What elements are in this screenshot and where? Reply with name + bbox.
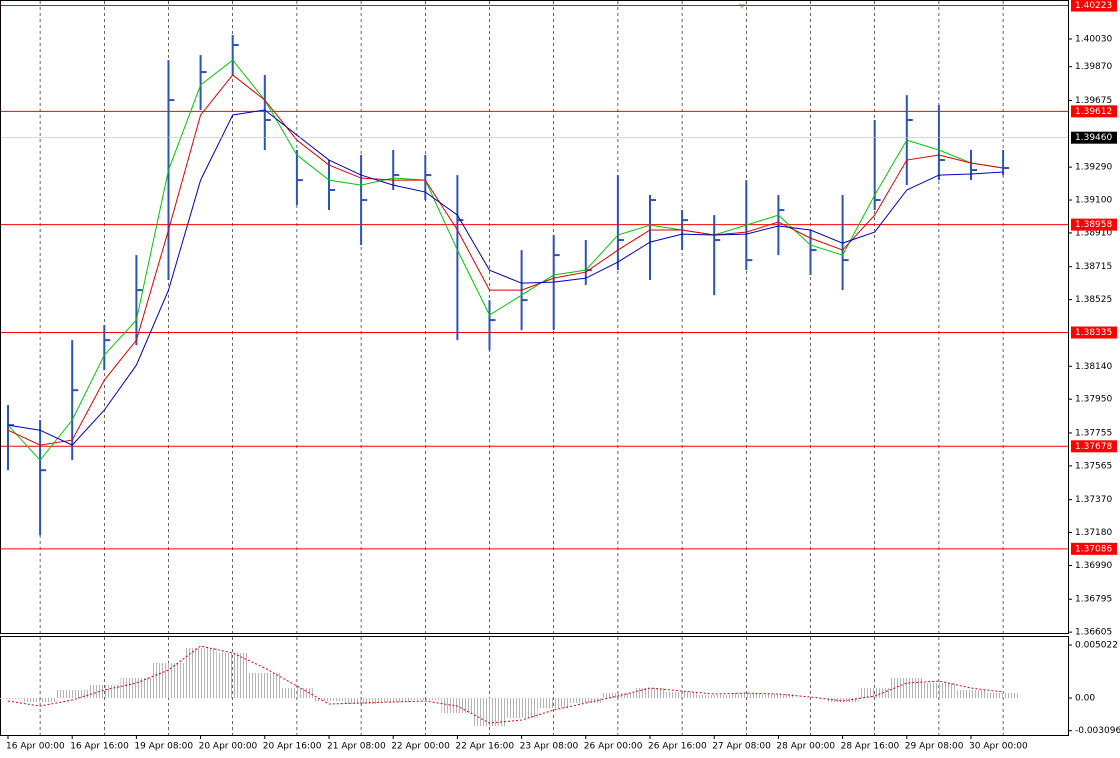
level-label-box bbox=[1071, 440, 1117, 453]
histogram-bar bbox=[634, 688, 666, 699]
level-label-box bbox=[1071, 0, 1117, 12]
histogram-bar bbox=[377, 698, 410, 703]
y-tick-label: 1.37950 bbox=[1075, 395, 1112, 405]
y-tick-label: 0.005022 bbox=[1075, 641, 1118, 651]
histogram-bar bbox=[152, 663, 185, 699]
y-tick-label: 1.37755 bbox=[1075, 428, 1112, 438]
y-tick-label: 1.38910 bbox=[1075, 228, 1112, 238]
x-tick-label: 21 Apr 08:00 bbox=[327, 742, 386, 752]
y-tick-label: 1.39290 bbox=[1075, 163, 1112, 173]
histogram-bar bbox=[505, 698, 538, 719]
histogram-bar bbox=[762, 694, 795, 699]
x-tick-label: 26 Apr 00:00 bbox=[584, 742, 643, 752]
histogram-bar bbox=[345, 698, 378, 705]
y-tick-label: 1.37370 bbox=[1075, 495, 1112, 505]
last-price-box bbox=[1071, 131, 1117, 144]
x-tick-label: 27 Apr 08:00 bbox=[712, 742, 771, 752]
x-tick-label: 28 Apr 00:00 bbox=[776, 742, 835, 752]
histogram-bar bbox=[569, 698, 602, 704]
y-tick-label: 1.37565 bbox=[1075, 461, 1112, 471]
level-label: 1.38958 bbox=[1075, 220, 1112, 230]
histogram-bar bbox=[730, 693, 763, 699]
histogram-bar bbox=[184, 648, 217, 699]
level-label: 1.40223 bbox=[1075, 1, 1112, 11]
histogram-bar bbox=[248, 673, 281, 699]
oscillator-panel bbox=[0, 636, 1069, 736]
x-tick-label: 26 Apr 16:00 bbox=[648, 742, 707, 752]
y-tick-label: 1.40030 bbox=[1075, 34, 1112, 44]
histogram-bar bbox=[666, 692, 699, 699]
histogram-bar bbox=[826, 698, 859, 703]
histogram-bar bbox=[955, 690, 987, 699]
level-label-box bbox=[1071, 105, 1117, 118]
histogram-bar bbox=[88, 685, 121, 699]
x-tick-label: 22 Apr 16:00 bbox=[455, 742, 514, 752]
histogram-bar bbox=[216, 653, 249, 699]
histogram-bar bbox=[922, 683, 955, 699]
y-tick-label: 1.38525 bbox=[1075, 295, 1112, 305]
x-tick-label: 20 Apr 16:00 bbox=[263, 742, 322, 752]
histogram-bar bbox=[280, 688, 313, 699]
y-tick-label: 1.36795 bbox=[1075, 595, 1112, 605]
level-label: 1.37678 bbox=[1075, 442, 1112, 452]
y-tick-label: 1.38715 bbox=[1075, 262, 1112, 272]
histogram-bar bbox=[987, 693, 1020, 699]
y-tick-label: 1.39675 bbox=[1075, 96, 1112, 106]
x-tick-label: 29 Apr 08:00 bbox=[905, 742, 964, 752]
moving-average bbox=[7, 59, 1004, 461]
histogram-bar bbox=[698, 695, 731, 699]
y-tick-label: 1.37180 bbox=[1075, 528, 1112, 538]
histogram-bar bbox=[473, 698, 506, 727]
y-tick-label: 1.39870 bbox=[1075, 62, 1112, 72]
x-tick-label: 16 Apr 16:00 bbox=[70, 742, 129, 752]
histogram-bar bbox=[0, 698, 24, 700]
level-label: 1.37086 bbox=[1075, 544, 1112, 554]
moving-average bbox=[7, 109, 1004, 446]
histogram-bar bbox=[56, 690, 89, 699]
histogram-bar bbox=[890, 678, 923, 699]
y-tick-label: 0.00 bbox=[1075, 694, 1095, 704]
last-price-label: 1.39460 bbox=[1075, 133, 1112, 143]
level-label: 1.39612 bbox=[1075, 107, 1112, 117]
level-label: 1.38335 bbox=[1075, 328, 1112, 338]
histogram-bar bbox=[409, 698, 442, 701]
x-tick-label: 16 Apr 00:00 bbox=[6, 742, 65, 752]
y-tick-label: 1.39100 bbox=[1075, 196, 1112, 206]
x-tick-label: 22 Apr 00:00 bbox=[391, 742, 450, 752]
x-tick-label: 19 Apr 08:00 bbox=[134, 742, 193, 752]
level-label-box bbox=[1071, 326, 1117, 339]
histogram-bar bbox=[24, 698, 57, 703]
level-label-box bbox=[1071, 542, 1117, 555]
histogram-bar bbox=[313, 698, 345, 702]
histogram-bar bbox=[537, 698, 570, 709]
y-tick-label: 1.38140 bbox=[1075, 362, 1112, 372]
histogram-bar bbox=[120, 678, 153, 699]
x-tick-label: 23 Apr 08:00 bbox=[520, 742, 579, 752]
x-tick-label: 28 Apr 16:00 bbox=[841, 742, 900, 752]
x-tick-label: 20 Apr 00:00 bbox=[199, 742, 258, 752]
level-label-box bbox=[1071, 218, 1117, 231]
signal-line bbox=[7, 645, 1004, 724]
moving-average bbox=[7, 74, 1004, 446]
price-panel bbox=[0, 0, 1069, 634]
x-tick-label: 30 Apr 00:00 bbox=[969, 742, 1028, 752]
y-tick-label: 1.36605 bbox=[1075, 628, 1112, 638]
y-tick-label: -0.003096 bbox=[1075, 726, 1120, 736]
histogram-bar bbox=[858, 688, 891, 699]
y-tick-label: 1.36990 bbox=[1075, 561, 1112, 571]
